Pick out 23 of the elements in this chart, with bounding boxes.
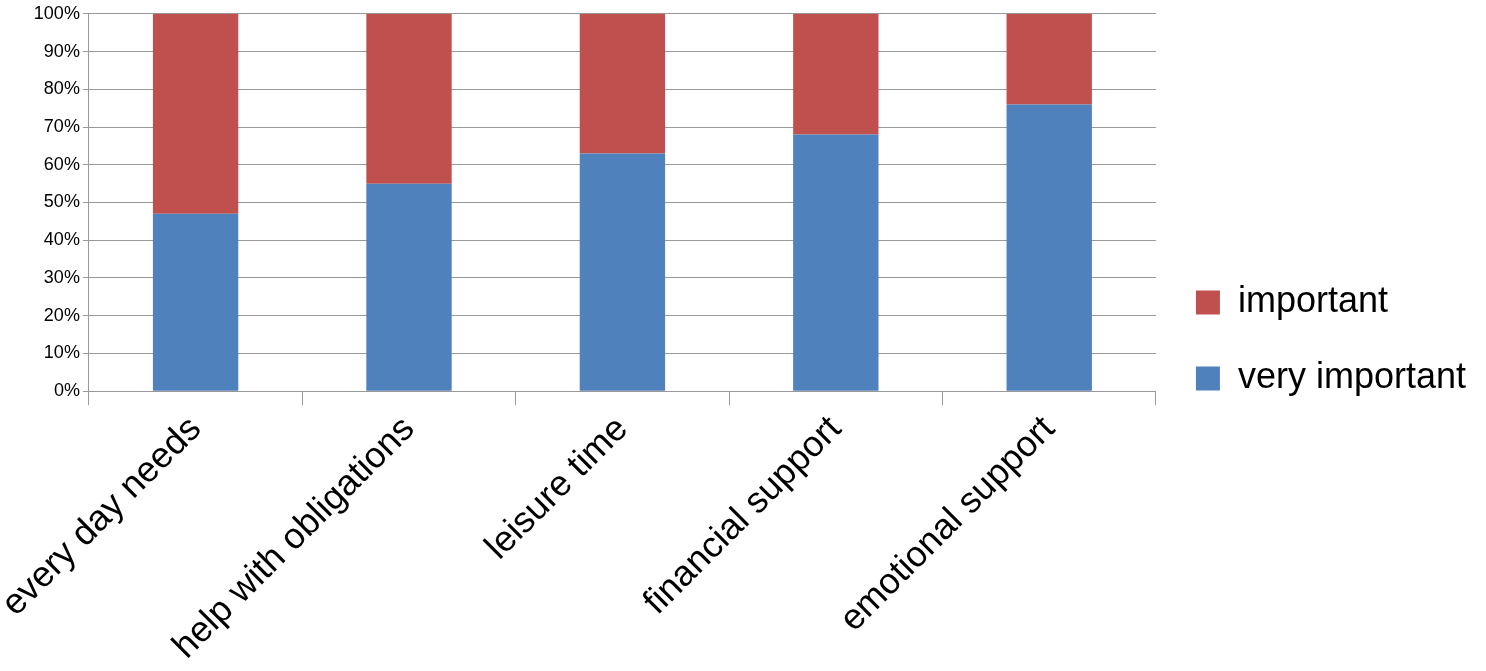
y-tick-label: 80% (43, 78, 80, 99)
bar (1006, 13, 1092, 105)
y-tick-label: 100% (33, 2, 80, 23)
y-tick-label: 90% (43, 40, 80, 61)
bar (793, 13, 879, 135)
legend-label: very important (1237, 355, 1466, 397)
bar (152, 13, 239, 214)
y-tick-label: 0% (53, 380, 80, 401)
y-tick-label: 70% (43, 115, 80, 136)
bar (579, 153, 666, 391)
y-tick-label: 10% (43, 342, 80, 363)
y-tick-label: 20% (43, 304, 80, 325)
y-tick-label: 30% (43, 266, 80, 287)
bar (152, 213, 239, 391)
bar (579, 13, 666, 154)
bar (366, 13, 452, 184)
y-tick-label: 50% (43, 191, 80, 212)
y-tick-label: 60% (43, 153, 80, 174)
bar (366, 183, 452, 391)
legend-label: important (1237, 279, 1388, 321)
bar (793, 134, 879, 391)
bar (1006, 104, 1092, 391)
y-tick-label: 40% (43, 229, 80, 250)
